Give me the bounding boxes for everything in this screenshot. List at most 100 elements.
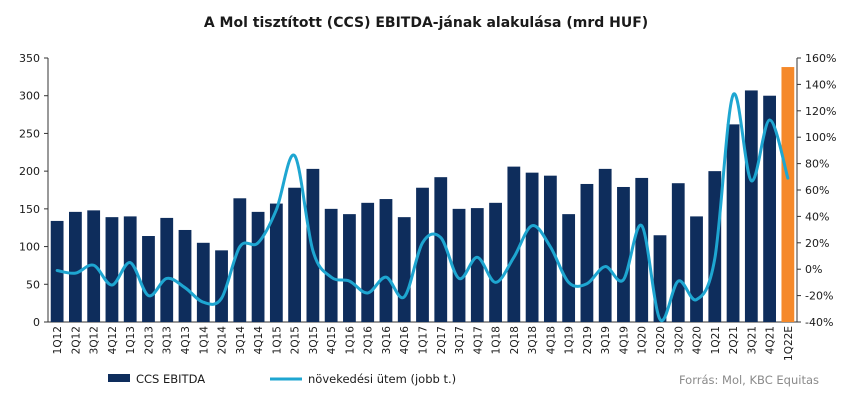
left-tick-label: 100 <box>19 241 40 254</box>
x-tick-label: 3Q17 <box>454 326 466 354</box>
bar <box>507 166 521 322</box>
legend-bar-swatch <box>108 374 130 382</box>
right-tick-label: -40% <box>805 316 833 329</box>
legend-line-label: növekedési ütem (jobb t.) <box>308 372 456 386</box>
x-tick-label: 1Q12 <box>52 326 64 354</box>
bar <box>361 202 375 322</box>
bar <box>269 203 283 322</box>
left-tick-label: 200 <box>19 165 40 178</box>
right-tick-label: 0% <box>805 263 822 276</box>
bar <box>288 187 302 322</box>
bar <box>708 171 722 322</box>
x-tick-label: 3Q16 <box>381 326 393 355</box>
bar <box>142 236 155 322</box>
left-tick-label: 250 <box>19 127 40 140</box>
x-tick-label: 4Q12 <box>107 326 119 354</box>
bar <box>379 199 393 322</box>
bar <box>160 217 174 322</box>
x-tick-label: 2Q12 <box>70 326 82 354</box>
left-axis: 0 50 100 150 200 250 300 350 <box>19 52 48 329</box>
chart-title: A Mol tisztított (CCS) EBITDA-jának alak… <box>204 15 648 31</box>
x-tick-label: 3Q21 <box>746 326 758 354</box>
bar <box>215 250 228 322</box>
bar <box>397 217 411 322</box>
x-tick-label: 3Q14 <box>235 326 247 355</box>
legend-bar-label: CCS EBITDA <box>136 372 205 386</box>
x-tick-label: 2Q19 <box>582 326 594 354</box>
bar <box>598 168 612 322</box>
bar <box>726 124 740 323</box>
x-tick-label: 2Q13 <box>143 326 155 354</box>
x-tick-label: 4Q13 <box>180 326 192 354</box>
left-tick-label: 0 <box>33 316 40 329</box>
growth-line <box>55 92 790 323</box>
right-tick-label: 40% <box>805 210 829 223</box>
bar <box>635 177 649 322</box>
right-tick-label: 120% <box>805 105 836 118</box>
x-tick-label: 4Q14 <box>253 326 265 355</box>
right-tick-label: 160% <box>805 52 836 65</box>
x-tick-label: 1Q20 <box>637 326 649 354</box>
x-tick-label: 1Q21 <box>710 326 722 354</box>
x-tick-label: 2Q16 <box>363 326 375 355</box>
left-tick-label: 50 <box>26 278 40 291</box>
bar <box>452 208 466 322</box>
legend: CCS EBITDA növekedési ütem (jobb t.) <box>108 372 456 386</box>
x-tick-label: 3Q15 <box>308 326 320 354</box>
left-tick-label: 350 <box>19 52 40 65</box>
x-tick-label: 1Q14 <box>198 326 210 355</box>
bar <box>781 67 795 323</box>
x-tick-label: 1Q18 <box>491 326 503 354</box>
left-tick-label: 300 <box>19 90 40 103</box>
x-tick-label: 3Q19 <box>600 326 612 354</box>
bar <box>690 216 703 322</box>
bar <box>251 211 265 322</box>
x-tick-label: 2Q17 <box>436 326 448 354</box>
bar <box>69 211 82 322</box>
x-tick-label: 4Q21 <box>765 326 777 354</box>
right-tick-label: 20% <box>805 237 829 250</box>
x-tick-label: 1Q19 <box>564 326 576 354</box>
bar <box>470 208 484 322</box>
bar <box>324 208 338 322</box>
x-tick-label: 1Q13 <box>125 326 137 354</box>
bar <box>617 186 630 322</box>
x-tick-label: 3Q13 <box>162 326 174 354</box>
right-tick-label: 100% <box>805 131 836 144</box>
x-tick-label: 4Q17 <box>472 326 484 354</box>
x-tick-label: 3Q20 <box>673 326 685 354</box>
bar <box>105 217 119 322</box>
right-tick-label: 140% <box>805 78 836 91</box>
x-tick-label: 4Q20 <box>692 326 704 354</box>
x-tick-label: 1Q22E <box>783 326 795 361</box>
left-tick-label: 150 <box>19 203 40 216</box>
bar <box>416 187 429 322</box>
x-tick-label: 4Q18 <box>545 326 557 354</box>
bar <box>434 177 448 322</box>
x-axis: 1Q12 2Q12 3Q12 4Q12 1Q13 2Q13 3Q13 4Q13 1Q14 2Q14… <box>52 326 795 361</box>
bar <box>580 183 594 322</box>
bar <box>763 95 776 322</box>
bar <box>489 202 502 322</box>
x-tick-label: 2Q18 <box>509 326 521 354</box>
bar <box>196 242 210 322</box>
x-tick-label: 2Q21 <box>728 326 740 354</box>
right-tick-label: 80% <box>805 158 829 171</box>
bar <box>178 229 192 322</box>
bar <box>744 90 758 322</box>
source-note: Forrás: Mol, KBC Equitas <box>679 373 819 387</box>
x-tick-label: 4Q15 <box>326 326 338 354</box>
x-tick-label: 1Q17 <box>418 326 430 354</box>
x-tick-label: 2Q14 <box>217 326 229 355</box>
bar-series <box>50 67 795 323</box>
bar <box>562 214 576 322</box>
right-axis: -40% -20% 0% 20% 40% 60% 80% 100% 120% 140% 160% <box>797 52 836 329</box>
x-tick-label: 1Q16 <box>344 326 356 355</box>
bar <box>343 214 356 322</box>
x-tick-label: 3Q18 <box>527 326 539 354</box>
bar <box>671 183 685 322</box>
x-tick-label: 2Q15 <box>290 326 302 354</box>
bar <box>525 172 539 322</box>
x-tick-label: 2Q20 <box>655 326 667 354</box>
